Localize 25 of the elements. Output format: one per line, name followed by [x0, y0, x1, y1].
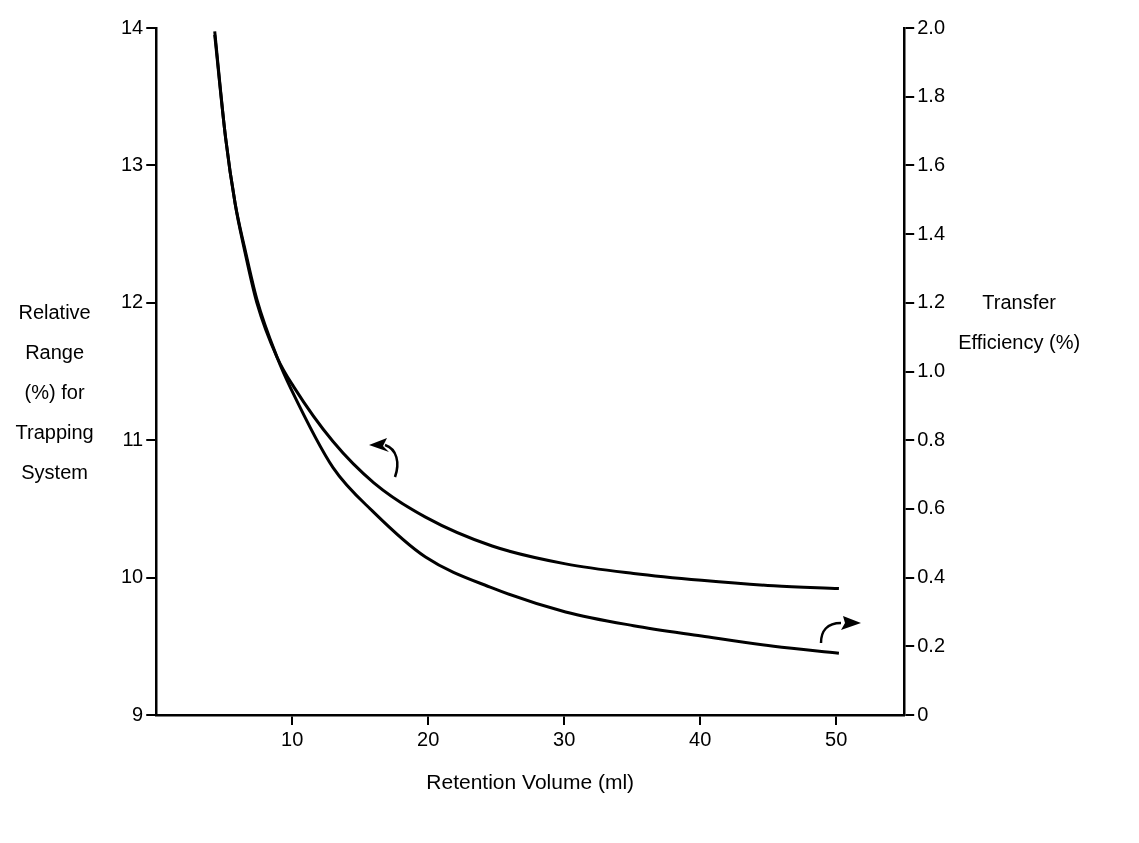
- y2-tick-label: 2.0: [917, 15, 946, 38]
- y2-tick-label: 1.4: [917, 221, 946, 244]
- y2-tick-label: 0.2: [917, 633, 946, 656]
- y2-tick-label: 0.6: [917, 496, 946, 519]
- y-tick-label: 9: [132, 702, 144, 725]
- y2-tick-label: 0: [917, 702, 929, 725]
- y-tick-label: 12: [121, 290, 144, 313]
- y-tick-label: 10: [121, 565, 144, 588]
- y2-tick-label: 1.6: [917, 152, 946, 175]
- y-tick-label: 14: [121, 15, 144, 38]
- y2-tick-label: 0.4: [917, 565, 946, 588]
- y2-tick-label: 1.0: [917, 359, 946, 382]
- y2-tick-label: 1.8: [917, 84, 946, 107]
- x-tick-label: 20: [417, 727, 440, 750]
- x-tick-label: 50: [825, 727, 848, 750]
- x-tick-label: 10: [281, 727, 304, 750]
- x-axis-title: Retention Volume (ml): [425, 769, 636, 795]
- x-tick-label: 40: [689, 727, 712, 750]
- y-tick-label: 11: [122, 427, 144, 450]
- y2-axis-title: Transfer Efficiency (%): [957, 289, 1082, 355]
- y2-tick-label: 1.2: [917, 290, 946, 313]
- y2-tick-label: 0.8: [917, 427, 946, 450]
- x-tick-label: 30: [553, 727, 576, 750]
- y-tick-label: 13: [121, 152, 144, 175]
- y-axis-title: Relative Range (%) for Trapping System: [14, 299, 95, 485]
